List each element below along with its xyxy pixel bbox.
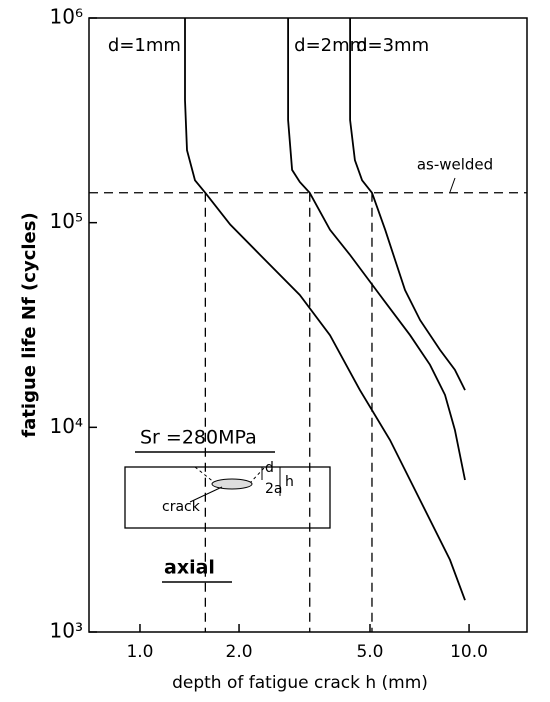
crack-leader xyxy=(189,486,223,503)
annotation: d xyxy=(265,460,274,476)
y-tick-label: 10⁵ xyxy=(50,209,83,233)
line xyxy=(349,18,466,391)
x-tick-label: 1.0 xyxy=(126,642,153,662)
annotation: Sr =280MPa xyxy=(140,427,257,449)
series-label: d=1mm xyxy=(108,35,181,56)
annotation: h xyxy=(285,474,294,490)
y-axis-label: fatigue life Nf (cycles) xyxy=(19,212,40,437)
x-tick-label: 10.0 xyxy=(450,642,488,662)
annotation: axial xyxy=(164,557,215,579)
as-welded-leader xyxy=(449,177,456,193)
annotation: crack xyxy=(162,499,201,515)
series-label: d=2mm xyxy=(294,35,367,56)
annotation: as-welded xyxy=(417,156,493,174)
y-tick-label: 10³ xyxy=(50,619,83,643)
y-tick-label: 10⁶ xyxy=(50,5,83,29)
plot-frame xyxy=(88,17,528,633)
series-label: d=3mm xyxy=(356,35,429,56)
line xyxy=(184,18,466,601)
x-axis-label: depth of fatigue crack h (mm) xyxy=(172,673,428,693)
x-tick-label: 2.0 xyxy=(226,642,253,662)
annotation: 2a xyxy=(265,481,283,497)
inset-crack xyxy=(211,478,253,490)
y-tick-label: 10⁴ xyxy=(50,414,83,438)
x-tick-label: 5.0 xyxy=(356,642,383,662)
inset-plate xyxy=(124,466,331,529)
line xyxy=(287,18,466,481)
